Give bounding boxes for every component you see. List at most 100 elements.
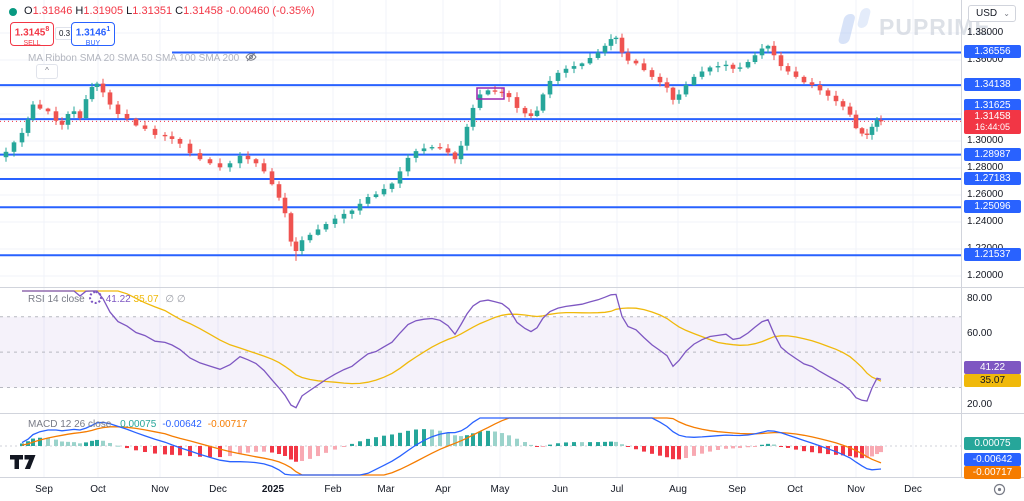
macd-values: 0.00075 -0.00642 -0.00717 xyxy=(114,419,247,430)
candle xyxy=(723,64,729,67)
candle xyxy=(817,84,823,91)
candle xyxy=(437,147,443,149)
candle xyxy=(142,125,148,129)
candle xyxy=(227,163,233,168)
candle xyxy=(65,114,71,125)
candle xyxy=(452,152,458,160)
candle xyxy=(293,241,299,252)
candle xyxy=(499,91,505,94)
high-label: H xyxy=(75,5,84,17)
price-axis-label: 1.30000 xyxy=(967,135,1004,146)
close-label: C xyxy=(175,5,184,17)
open-value: 1.31846 xyxy=(32,5,73,17)
price-level-badge: 1.27183 xyxy=(964,172,1021,186)
low-value: 1.31351 xyxy=(132,5,173,17)
candle xyxy=(752,55,758,63)
candle xyxy=(162,134,168,137)
candle xyxy=(94,83,100,87)
time-axis-label-apr: Apr xyxy=(435,484,451,495)
time-axis-label-aug: Aug xyxy=(669,484,687,495)
candle xyxy=(71,111,77,114)
collapse-chevron-button[interactable]: ^ xyxy=(36,64,58,79)
buy-label: BUY xyxy=(85,40,101,48)
candle xyxy=(11,142,17,152)
open-label: O xyxy=(24,5,33,17)
candle xyxy=(778,55,784,67)
candle xyxy=(45,108,51,112)
rsi-header: RSI 14 close 41.22 35.07 ∅ ∅ xyxy=(28,291,186,305)
candle xyxy=(664,82,670,88)
candle xyxy=(765,45,771,49)
candle xyxy=(37,104,43,109)
puprime-logo-icon xyxy=(838,8,871,44)
candle xyxy=(864,133,870,135)
candle xyxy=(571,66,577,69)
candle xyxy=(245,155,251,160)
candle xyxy=(269,171,275,185)
market-status-dot xyxy=(9,8,17,16)
candle xyxy=(825,90,831,96)
candle xyxy=(683,84,689,95)
sell-price: 1.31458 xyxy=(14,26,50,39)
time-axis-label-nov: Nov xyxy=(151,484,169,495)
scroll-to-realtime-icon[interactable] xyxy=(993,483,1006,496)
ohlc-legend: O1.31846 H1.31905 L1.31351 C1.31458 -0.0… xyxy=(24,5,315,17)
rsi-indicator-icon xyxy=(88,291,102,304)
candle xyxy=(613,37,619,40)
time-axis-label-may: May xyxy=(490,484,510,495)
rsi-hidden-source-icons[interactable]: ∅ ∅ xyxy=(165,294,186,305)
candle xyxy=(715,66,721,68)
candle xyxy=(619,37,625,53)
rsi-value: 41.22 xyxy=(105,294,131,305)
candle xyxy=(365,197,371,204)
time-axis-label-jun: Jun xyxy=(551,484,569,495)
price-axis[interactable]: 1.38000 1.36000 1.30000 1.28000 1.26000 1.240… xyxy=(962,0,1024,480)
candle xyxy=(874,120,880,127)
macd-header-value: 0.00075 xyxy=(120,419,157,430)
time-axis-label-nov: Nov xyxy=(847,484,865,495)
candle xyxy=(197,153,203,160)
macd-header-value: -0.00717 xyxy=(207,419,248,430)
time-axis-label-feb: Feb xyxy=(324,484,342,495)
time-axis-label-dec: Dec xyxy=(904,484,922,495)
time-axis[interactable]: Sep Oct Nov Dec 2025 Feb Mar Apr May Jun Jul Aug Sep… xyxy=(0,478,1024,501)
candle xyxy=(477,94,483,108)
candle xyxy=(633,60,639,64)
countdown-timer: 16:44:05 xyxy=(974,122,1011,133)
candle xyxy=(323,224,329,230)
buy-price: 1.31461 xyxy=(75,26,111,39)
candle xyxy=(485,90,491,95)
rsi-axis-label: 60.00 xyxy=(967,328,993,340)
close-value: 1.31458 xyxy=(183,5,223,17)
candle xyxy=(785,66,791,72)
candle xyxy=(869,126,875,135)
candle xyxy=(691,76,697,85)
buy-button[interactable]: 1.31461 BUY xyxy=(71,22,115,48)
candle xyxy=(528,113,534,117)
candle xyxy=(595,52,601,58)
currency-selector[interactable]: USD ⌄ xyxy=(968,5,1016,22)
candle xyxy=(534,110,540,117)
price-level-badge: 1.28987 xyxy=(964,147,1021,161)
candle xyxy=(657,76,663,83)
rsi-value-badge: 41.22 xyxy=(964,360,1021,374)
candle xyxy=(373,194,379,198)
eye-hidden-icon[interactable] xyxy=(245,51,257,66)
rsi-title: RSI 14 close xyxy=(28,294,85,305)
candle xyxy=(464,126,470,146)
low-label: L xyxy=(126,5,133,17)
candle xyxy=(555,72,561,81)
candle xyxy=(759,48,765,56)
candle xyxy=(514,97,520,108)
sell-button[interactable]: 1.31458 SELL xyxy=(10,22,54,47)
candle xyxy=(563,68,569,73)
candle xyxy=(282,197,288,214)
tradingview-logo[interactable] xyxy=(10,455,36,470)
macd-header-value: -0.00642 xyxy=(162,419,202,430)
candle xyxy=(299,240,305,252)
candle xyxy=(801,76,807,83)
rsi-ma-line xyxy=(22,290,882,385)
candle xyxy=(506,93,512,98)
candle xyxy=(413,151,419,158)
